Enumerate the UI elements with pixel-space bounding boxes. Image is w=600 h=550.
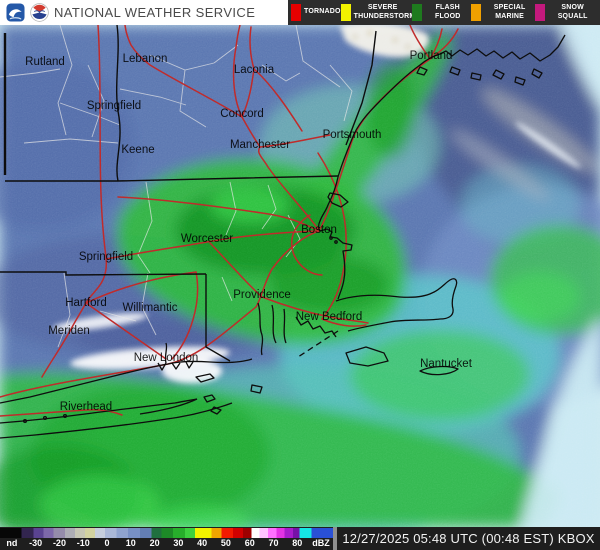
city-label: Meriden	[48, 325, 90, 337]
colorbar-tick: 50	[220, 538, 231, 548]
colorbar-tick: 80	[292, 538, 303, 548]
city-label: Willimantic	[123, 302, 178, 314]
city-label: Nantucket	[420, 358, 473, 370]
radar-map[interactable]: Rutland Lebanon Laconia Springfield Concord K…	[0, 25, 600, 527]
status-bar: nd -30 -20 -10 0 10 20 30 40 50 60 70 80 dBZ 12/27/20…	[0, 527, 600, 550]
city-label: New Bedford	[296, 311, 362, 323]
legend-label: FLASH FLOOD	[434, 4, 461, 20]
legend-item: SEVERE THUNDERSTORM	[340, 4, 416, 21]
county-borders	[0, 25, 353, 348]
nws-logo-icon	[30, 3, 49, 22]
reflectivity-colorbar: nd -30 -20 -10 0 10 20 30 40 50 60 70 80 dBZ	[0, 527, 333, 550]
colorbar-tick: dBZ	[312, 538, 330, 548]
city-label: Boston	[301, 224, 337, 236]
legend-label: SEVERE THUNDERSTORM	[353, 4, 416, 20]
city-label: Portsmouth	[323, 129, 382, 141]
legend-color-chip	[535, 4, 546, 21]
warning-legend: TORNADO SEVERE THUNDERSTORM FLASH FLOOD SPE…	[288, 0, 600, 25]
legend-item: FLASH FLOOD	[411, 4, 471, 21]
header-bar: NATIONAL WEATHER SERVICE TORNADO SEVERE T…	[0, 0, 600, 25]
colorbar-tick: 60	[244, 538, 255, 548]
legend-color-chip	[411, 4, 422, 21]
colorbar-tick: 40	[197, 538, 208, 548]
city-label: Providence	[233, 289, 291, 301]
legend-item: TORNADO	[291, 4, 341, 21]
city-label: Lebanon	[123, 53, 168, 65]
colorbar-tick: -20	[52, 538, 66, 548]
city-label: New London	[134, 352, 199, 364]
colorbar-tick: nd	[6, 538, 18, 548]
legend-label: TORNADO	[304, 8, 341, 16]
statusbar-separator	[333, 527, 337, 550]
colorbar-tick: 20	[149, 538, 160, 548]
city-label: Manchester	[230, 139, 290, 151]
colorbar-tick: 70	[268, 538, 279, 548]
city-label: Rutland	[25, 56, 65, 68]
city-label: Springfield	[87, 100, 141, 112]
city-labels: Rutland Lebanon Laconia Springfield Concord K…	[25, 50, 473, 413]
state-borders	[0, 25, 377, 362]
legend-item: SPECIAL MARINE	[470, 4, 536, 21]
colorbar-tick: -10	[76, 538, 90, 548]
city-label: Portland	[410, 50, 453, 62]
legend-color-chip	[291, 4, 301, 21]
agency-title: NATIONAL WEATHER SERVICE	[54, 5, 256, 20]
colorbar-gradient	[0, 528, 333, 538]
city-label: Riverhead	[60, 401, 112, 413]
colorbar-ticks: nd -30 -20 -10 0 10 20 30 40 50 60 70 80 dBZ	[0, 538, 333, 549]
legend-color-chip	[340, 4, 351, 21]
roads-layer	[0, 25, 459, 417]
colorbar-tick: 10	[125, 538, 136, 548]
header-branding: NATIONAL WEATHER SERVICE	[0, 0, 288, 25]
legend-color-chip	[470, 4, 481, 21]
radar-timestamp: 12/27/2025 05:48 UTC (00:48 EST) KBOX	[342, 531, 595, 546]
colorbar-tick: -30	[29, 538, 43, 548]
legend-item: SNOW SQUALL	[535, 4, 597, 21]
city-label: Worcester	[181, 233, 233, 245]
colorbar-tick: 0	[104, 538, 110, 548]
city-label: Hartford	[65, 297, 107, 309]
legend-label: SPECIAL MARINE	[493, 4, 526, 20]
noaa-logo-icon	[6, 3, 25, 22]
legend-label: SNOW SQUALL	[557, 4, 588, 20]
city-label: Laconia	[234, 64, 275, 76]
city-label: Concord	[220, 108, 263, 120]
city-label: Keene	[121, 144, 154, 156]
colorbar-tick: 30	[173, 538, 184, 548]
radar-map-svg: Rutland Lebanon Laconia Springfield Concord K…	[0, 25, 600, 527]
city-label: Springfield	[79, 251, 133, 263]
coastline-layer	[0, 34, 566, 439]
